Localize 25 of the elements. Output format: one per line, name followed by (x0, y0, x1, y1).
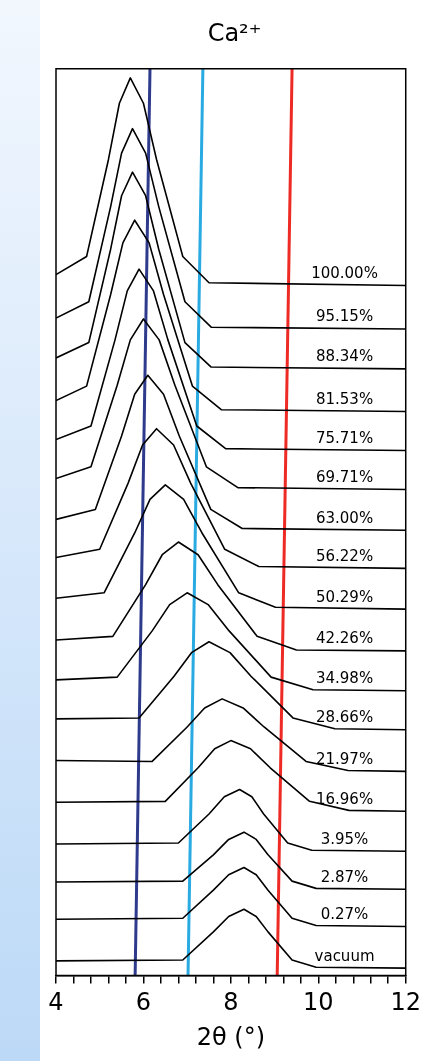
x-tick-label: 12 (390, 988, 421, 1017)
x-tick-label: 4 (48, 988, 64, 1017)
series-label: 95.15% (315, 307, 374, 326)
series-label: 69.71% (315, 467, 374, 486)
series-label: vacuum (314, 946, 375, 965)
series-label: 88.34% (315, 347, 374, 366)
series-label: 28.66% (315, 708, 374, 727)
series-label: 3.95% (320, 829, 369, 848)
x-axis-title: 2θ (°) (196, 1022, 266, 1051)
x-tick-label: 6 (135, 988, 152, 1017)
x-tick-label: 10 (303, 988, 334, 1017)
series-label: 63.00% (315, 508, 374, 527)
series-label: 34.98% (315, 669, 374, 688)
series-label: 75.71% (315, 428, 374, 447)
series-label: 50.29% (315, 587, 374, 606)
series-label: 56.22% (315, 546, 374, 565)
series-label: 2.87% (320, 867, 369, 886)
series-label: 21.97% (315, 749, 374, 768)
x-tick-label: 8 (223, 988, 239, 1017)
chart-title: Ca²⁺ (207, 18, 262, 47)
series-label: 42.26% (315, 629, 374, 648)
series-label: 81.53% (315, 389, 374, 408)
series-label: 0.27% (320, 904, 369, 923)
series-label: 16.96% (315, 789, 374, 808)
series-label: 100.00% (311, 263, 378, 282)
